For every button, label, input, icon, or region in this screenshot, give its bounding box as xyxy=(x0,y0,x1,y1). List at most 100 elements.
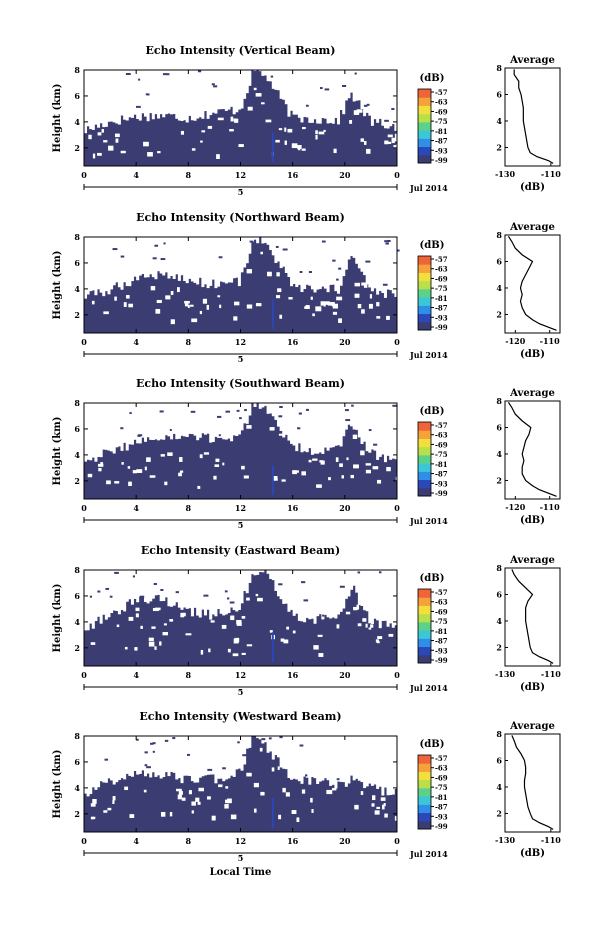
no-echo-column xyxy=(350,570,354,590)
echo-speck xyxy=(278,583,283,586)
no-echo-column xyxy=(329,570,333,619)
no-echo-column xyxy=(217,403,221,438)
echo-gap xyxy=(217,295,221,298)
no-echo-column xyxy=(133,570,137,599)
colorbar-swatch xyxy=(418,646,431,656)
echo-gap xyxy=(253,808,257,813)
no-echo-column xyxy=(222,403,226,440)
no-echo-column xyxy=(334,570,338,619)
x-tick-label: 20 xyxy=(339,836,351,846)
colorbar-swatch xyxy=(418,812,431,822)
no-echo-column xyxy=(350,736,354,776)
no-echo-column xyxy=(143,237,147,278)
echo-gap xyxy=(288,297,293,300)
no-echo-column xyxy=(196,70,200,119)
no-echo-column xyxy=(300,237,304,293)
no-echo-column xyxy=(263,237,267,243)
echo-gap xyxy=(215,458,220,462)
echo-speck xyxy=(218,434,221,437)
y-axis-label: Height (km) xyxy=(52,584,63,653)
no-echo-column xyxy=(198,736,202,778)
no-echo-column xyxy=(175,237,179,275)
no-echo-column xyxy=(318,736,322,782)
no-echo-column xyxy=(308,70,312,123)
echo-gap xyxy=(318,653,324,657)
echo-speck xyxy=(226,597,230,600)
no-echo-column xyxy=(128,403,132,445)
no-echo-column xyxy=(188,70,192,116)
no-echo-column xyxy=(138,70,142,121)
echo-gap xyxy=(318,131,325,135)
echo-speck xyxy=(282,248,288,251)
no-echo-column xyxy=(383,403,387,463)
no-echo-column xyxy=(97,570,101,617)
echo-gap xyxy=(354,282,361,287)
no-echo-column xyxy=(347,736,351,784)
echo-gap xyxy=(160,454,165,457)
no-echo-column xyxy=(190,570,194,617)
echo-gap xyxy=(313,645,319,650)
echo-gap xyxy=(336,296,343,301)
no-echo-column xyxy=(162,736,166,778)
no-echo-column xyxy=(211,237,215,280)
no-echo-column xyxy=(157,736,161,776)
no-echo-column xyxy=(97,403,101,457)
echo-gap xyxy=(372,466,379,470)
colorbar-swatch xyxy=(418,438,431,448)
colorbar-swatch xyxy=(418,471,431,481)
echo-gap xyxy=(246,269,253,274)
no-echo-column xyxy=(284,570,288,604)
no-echo-column xyxy=(323,237,327,289)
no-echo-column xyxy=(91,403,95,458)
echo-gap xyxy=(377,636,383,640)
echo-speck xyxy=(120,255,125,258)
no-echo-column xyxy=(107,403,111,451)
average-frame xyxy=(504,234,561,334)
colorbar-swatch xyxy=(418,630,431,639)
echo-gap xyxy=(301,471,306,476)
echo-gap xyxy=(286,626,290,630)
no-echo-column xyxy=(136,70,140,119)
echo-gap xyxy=(376,806,381,809)
x-tick-label: 0 xyxy=(81,503,87,513)
echo-speck xyxy=(299,744,304,747)
no-echo-column xyxy=(310,403,314,455)
colorbar-swatch xyxy=(418,654,431,664)
no-echo-column xyxy=(170,403,174,440)
echo-speck xyxy=(396,249,400,252)
no-echo-column xyxy=(157,237,161,272)
no-echo-column xyxy=(232,736,236,777)
no-echo-column xyxy=(128,736,132,776)
average-y-tick-label: 6 xyxy=(496,256,502,266)
average-title: Average xyxy=(509,388,555,399)
no-echo-column xyxy=(287,403,291,441)
no-echo-column xyxy=(214,403,218,437)
no-echo-column xyxy=(94,403,98,462)
echo-gap xyxy=(124,646,128,650)
colorbar-swatch xyxy=(418,787,431,797)
no-echo-column xyxy=(102,570,106,615)
x-tick-label: 0 xyxy=(394,170,400,180)
no-echo-column xyxy=(237,736,241,769)
echo-gap xyxy=(164,481,168,486)
no-echo-column xyxy=(130,237,134,282)
echo-gap xyxy=(374,810,380,815)
colorbar-swatch xyxy=(418,479,431,489)
echo-gap xyxy=(135,607,140,612)
colorbar-tick-label: -69 xyxy=(435,773,448,782)
no-echo-column xyxy=(151,570,155,599)
no-echo-column xyxy=(389,403,393,460)
no-echo-column xyxy=(292,736,296,779)
colorbar-tick-label: -63 xyxy=(435,98,448,107)
echo-gap xyxy=(128,616,134,621)
average-frame xyxy=(504,400,561,500)
colorbar-tick-label: -57 xyxy=(435,255,448,264)
no-echo-column xyxy=(290,70,294,111)
no-echo-column xyxy=(203,70,207,112)
echo-gap xyxy=(387,134,393,138)
no-echo-column xyxy=(172,570,176,606)
colorbar-swatch xyxy=(418,763,431,772)
colorbar-swatch xyxy=(418,113,431,123)
no-echo-column xyxy=(170,237,174,276)
echo-gap xyxy=(181,797,186,801)
